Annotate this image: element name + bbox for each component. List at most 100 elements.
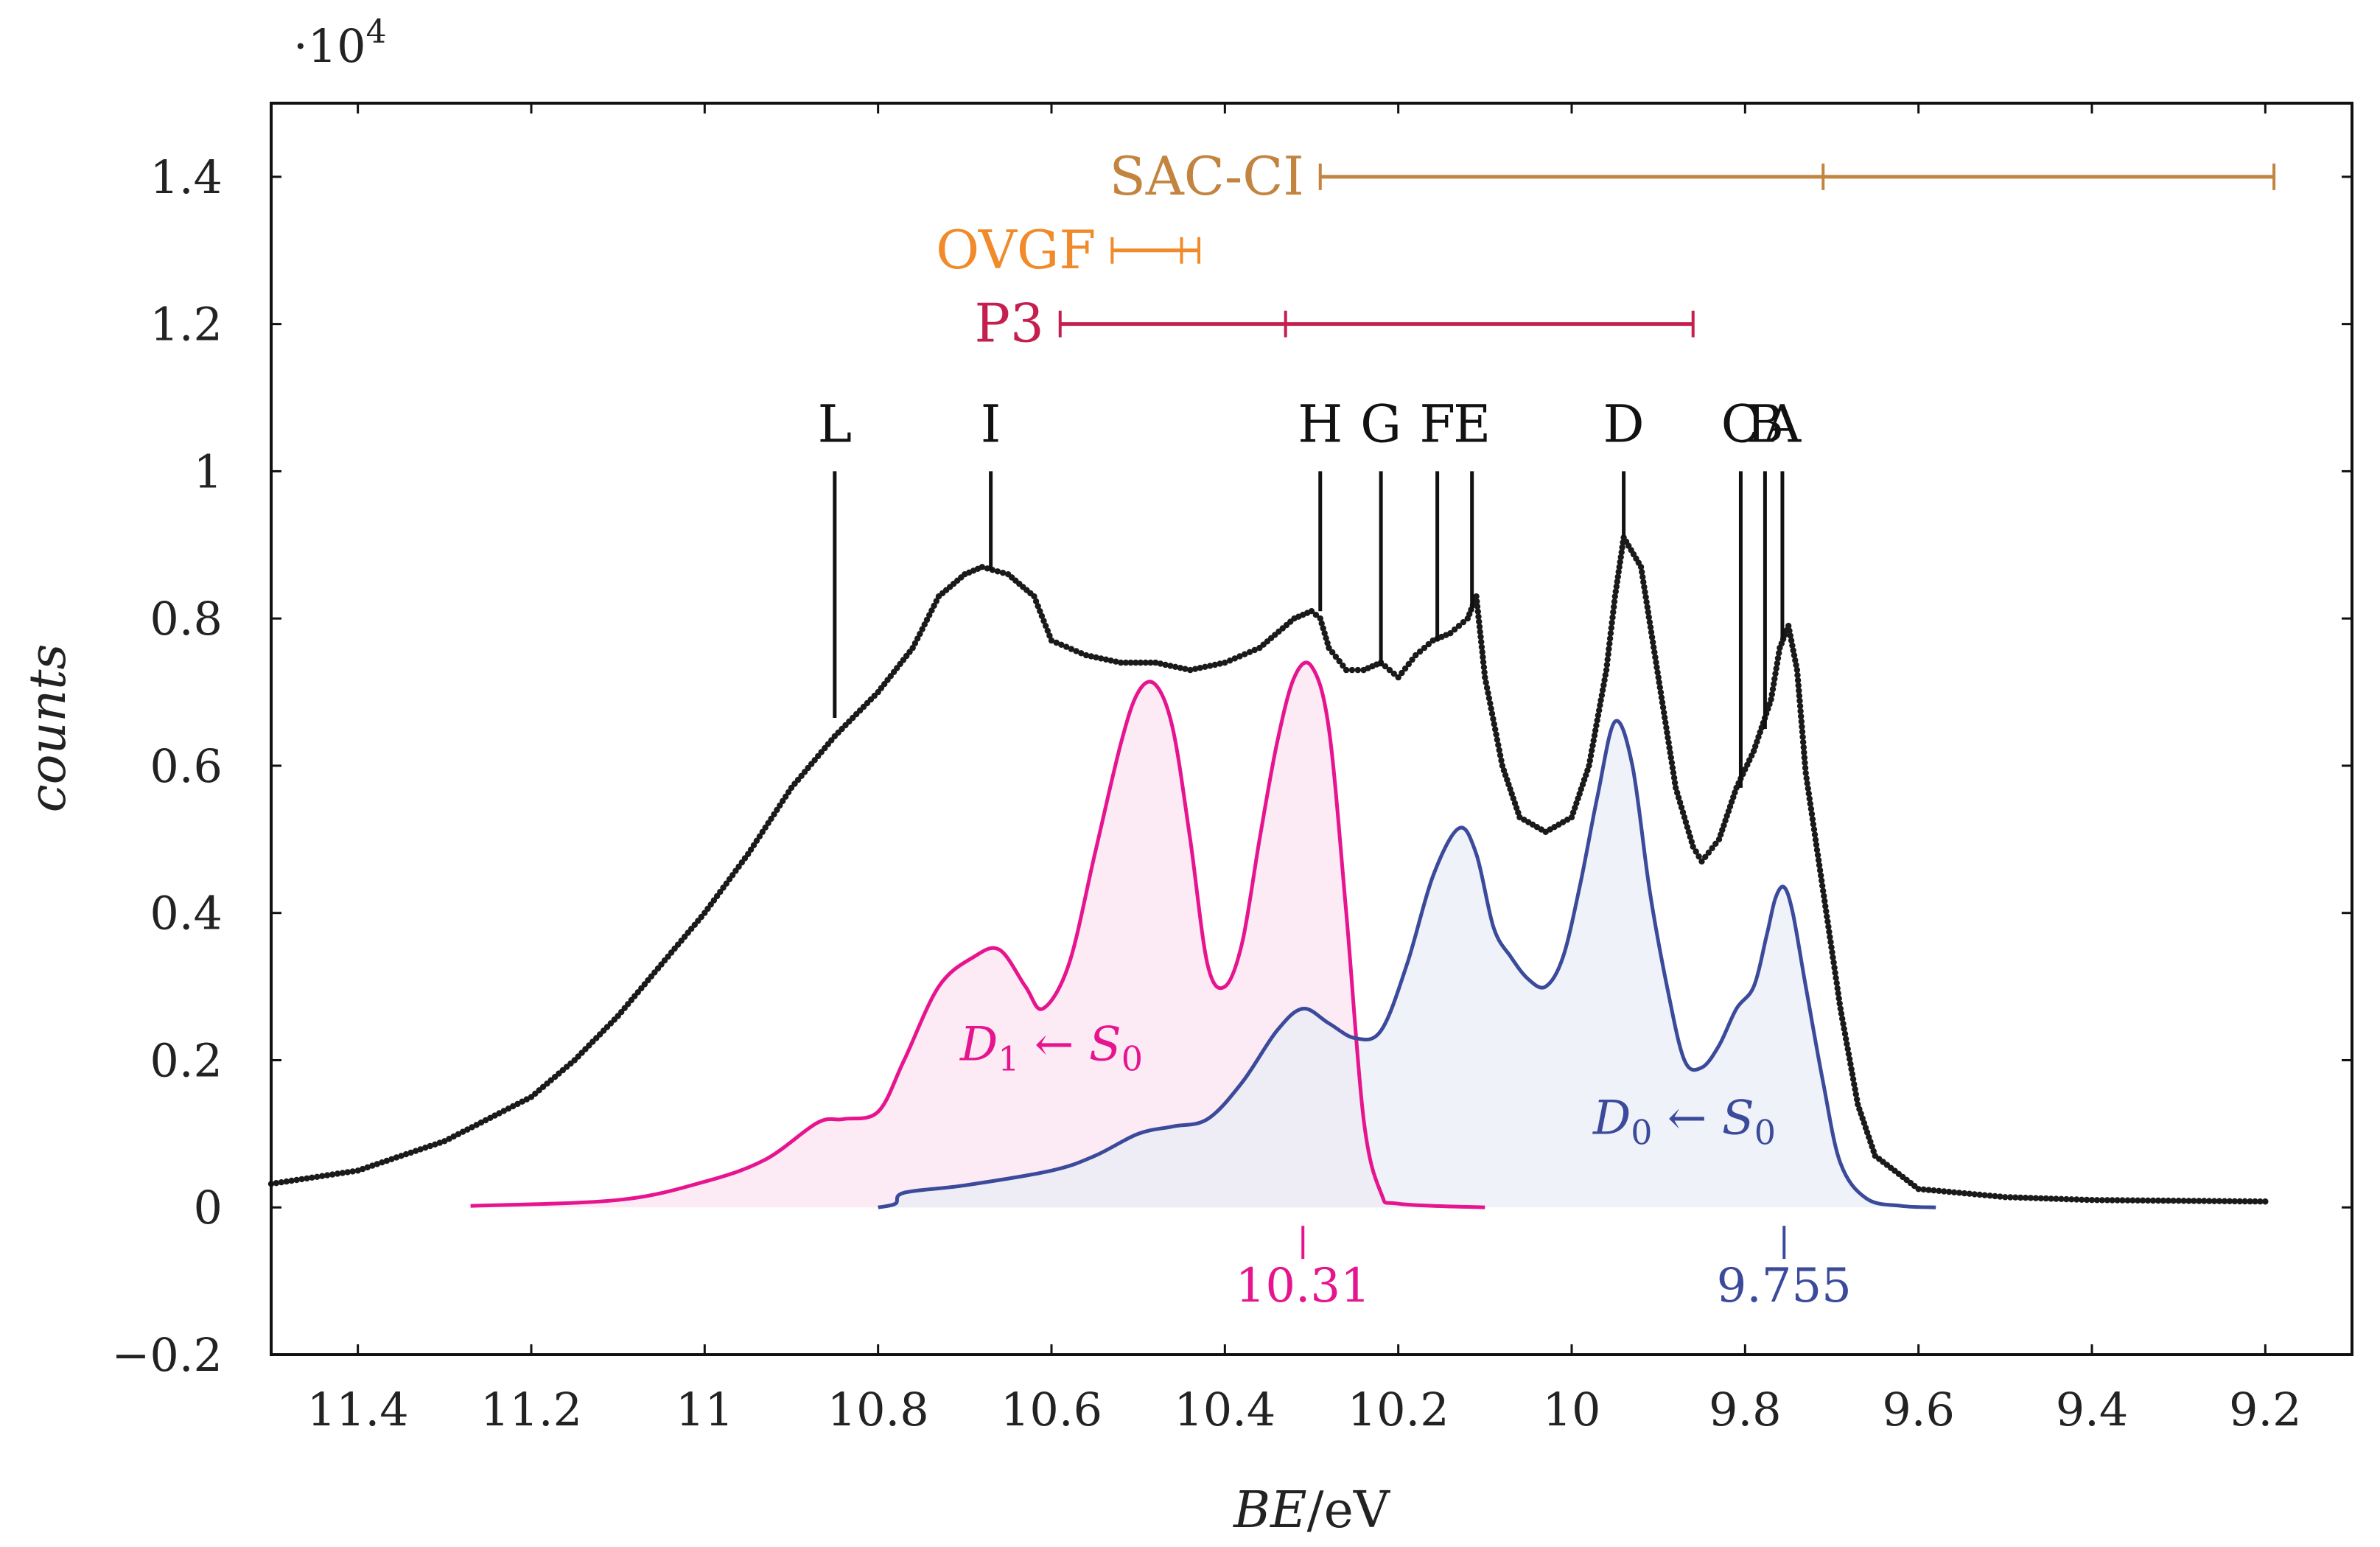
- exp-point: [1568, 814, 1575, 821]
- x-tick-label: 9.2: [2229, 1383, 2302, 1436]
- exp-point: [1603, 661, 1611, 668]
- exp-point: [477, 1119, 485, 1126]
- exp-point: [309, 1174, 315, 1181]
- y-axis-label: counts: [19, 644, 77, 813]
- exp-point: [1849, 1071, 1856, 1078]
- exp-point: [1653, 659, 1659, 666]
- exp-point: [1644, 604, 1651, 610]
- exp-point: [1040, 618, 1047, 624]
- y-tick-label: 0.2: [150, 1033, 223, 1087]
- exp-point: [1858, 1110, 1864, 1117]
- exp-point: [1592, 727, 1599, 734]
- exp-point: [1326, 644, 1332, 652]
- exp-point: [2170, 1198, 2177, 1204]
- exp-point: [379, 1159, 385, 1166]
- exp-point: [928, 607, 935, 614]
- exp-point: [1941, 1188, 1947, 1195]
- exp-point: [1093, 654, 1099, 661]
- exp-point: [1915, 1186, 1922, 1192]
- exp-point: [1320, 625, 1326, 632]
- exp-point: [1841, 1030, 1849, 1037]
- exp-point: [1838, 1010, 1845, 1017]
- exp-point: [496, 1110, 503, 1117]
- exp-point: [1318, 620, 1325, 626]
- exp-point: [1231, 655, 1239, 662]
- y-tick-label: 1: [194, 444, 223, 498]
- exp-point: [1157, 660, 1164, 667]
- exp-point: [1496, 747, 1502, 753]
- exp-point: [1586, 757, 1593, 764]
- exp-point: [1409, 656, 1415, 663]
- exp-point: [774, 806, 780, 814]
- exp-point: [909, 644, 916, 652]
- exp-point: [2160, 1197, 2167, 1204]
- exp-point: [1813, 847, 1821, 853]
- exp-point: [1508, 790, 1515, 797]
- exp-point: [1833, 979, 1840, 987]
- y-tick-label: 1.4: [150, 150, 223, 204]
- exp-point: [323, 1172, 331, 1178]
- x-tick-label: 9.4: [2056, 1383, 2129, 1436]
- exp-point: [1648, 634, 1656, 640]
- exp-point: [1152, 659, 1159, 666]
- exp-point: [1776, 649, 1782, 657]
- peak-label-B: B: [1746, 394, 1784, 454]
- exp-point: [1771, 675, 1778, 682]
- exp-point: [1044, 627, 1051, 634]
- exp-point: [1693, 848, 1699, 855]
- exp-point: [1473, 593, 1480, 600]
- exp-point: [1789, 642, 1796, 649]
- exp-point: [780, 797, 786, 805]
- exp-point: [921, 621, 928, 628]
- exp-point: [1844, 1046, 1851, 1052]
- exp-point: [1038, 612, 1046, 619]
- exp-point: [1659, 699, 1666, 706]
- exp-point: [1642, 589, 1648, 596]
- exp-point: [1668, 759, 1676, 766]
- exp-point: [745, 851, 752, 858]
- exp-point: [2109, 1197, 2115, 1204]
- x-tick-label: 11: [676, 1383, 734, 1436]
- exp-point: [1480, 664, 1488, 671]
- exp-point: [2247, 1198, 2253, 1205]
- series-line-1: [878, 719, 1936, 1209]
- exp-point: [1317, 615, 1324, 622]
- exp-point: [1597, 702, 1603, 709]
- exp-point: [1502, 772, 1509, 778]
- exp-point: [1609, 614, 1616, 621]
- exp-point: [398, 1153, 405, 1159]
- exp-point: [1613, 583, 1620, 590]
- exp-point: [1931, 1187, 1937, 1194]
- exp-point: [1584, 767, 1591, 774]
- exp-point: [354, 1167, 361, 1174]
- exp-point: [427, 1142, 433, 1150]
- exp-point: [1595, 712, 1602, 719]
- exp-point: [1493, 731, 1499, 738]
- exp-point: [1830, 954, 1836, 961]
- exp-point: [1494, 736, 1501, 743]
- exp-point: [1833, 974, 1839, 982]
- exp-point: [364, 1164, 371, 1171]
- exp-point: [1646, 619, 1653, 626]
- exp-point: [2262, 1198, 2269, 1205]
- exp-point: [2257, 1198, 2264, 1205]
- exp-point: [1618, 549, 1625, 556]
- exp-point: [1702, 853, 1709, 861]
- exp-point: [1992, 1192, 1998, 1200]
- peak-label-A: A: [1763, 394, 1802, 454]
- exp-point: [1477, 629, 1483, 635]
- exp-point: [1575, 795, 1581, 802]
- exp-point: [1639, 568, 1645, 576]
- x-axis-label: BE/eV: [1232, 1481, 1391, 1540]
- exp-point: [1726, 803, 1734, 810]
- exp-point: [288, 1177, 295, 1184]
- exp-point: [1818, 872, 1824, 879]
- exp-point: [1058, 641, 1065, 648]
- exp-point: [1197, 665, 1203, 671]
- exp-point: [1474, 608, 1482, 615]
- exp-point: [1474, 598, 1480, 605]
- exp-point: [1674, 789, 1681, 796]
- exp-point: [1642, 593, 1649, 601]
- exp-point: [1589, 747, 1595, 754]
